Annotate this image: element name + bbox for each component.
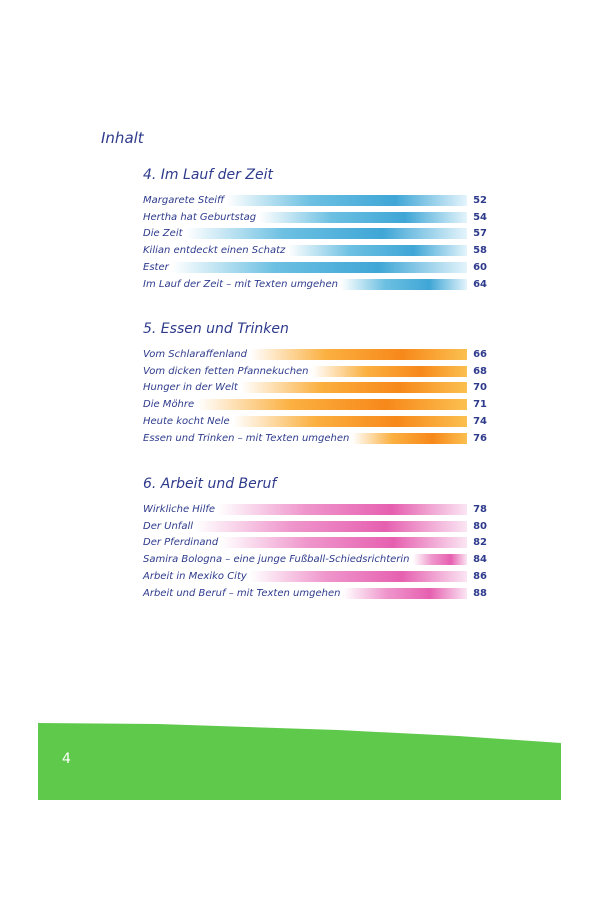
entry-page: 58 [473, 245, 487, 257]
entry-title: Hunger in der Welt [143, 382, 238, 394]
color-bar [288, 245, 467, 257]
entry-page: 74 [473, 416, 487, 428]
toc-entry[interactable]: Arbeit in Mexiko City 86 [143, 568, 487, 585]
entry-title: Heute kocht Nele [143, 416, 230, 428]
entry-page: 88 [473, 587, 487, 599]
color-bar [259, 211, 467, 223]
toc-entry[interactable]: Vom Schlaraffenland 66 [143, 346, 487, 363]
toc-entry[interactable]: Die Möhre 71 [143, 396, 487, 413]
color-bar [221, 537, 467, 549]
entry-title: Der Pferdinand [143, 537, 219, 549]
color-bar [311, 365, 467, 377]
entry-title: Margarete Steiff [143, 194, 225, 206]
toc-entry[interactable]: Ester 60 [143, 259, 487, 276]
entry-title: Kilian entdeckt einen Schatz [143, 245, 286, 257]
toc-entry[interactable]: Wirkliche Hilfe 78 [143, 501, 487, 518]
entry-page: 86 [473, 571, 487, 583]
green-footer-band [38, 723, 561, 800]
entry-title: Wirkliche Hilfe [143, 503, 216, 515]
section-heading: 6. Arbeit und Beruf [143, 476, 277, 492]
toc-entry[interactable]: Hunger in der Welt 70 [143, 380, 487, 397]
color-bar [227, 194, 467, 206]
entry-title: Die Zeit [143, 228, 183, 240]
entry-title: Vom Schlaraffenland [143, 348, 247, 360]
color-bar [412, 554, 467, 566]
entry-page: 57 [473, 228, 487, 240]
toc-entry[interactable]: Margarete Steiff 52 [143, 192, 487, 209]
entry-page: 70 [473, 382, 487, 394]
toc-entry[interactable]: Der Unfall 80 [143, 518, 487, 535]
entry-title: Ester [143, 262, 169, 274]
entry-title: Samira Bologna – eine junge Fußball-Schi… [143, 554, 410, 566]
toc-entry[interactable]: Im Lauf der Zeit – mit Texten umgehen 64 [143, 276, 487, 293]
color-bar [232, 416, 467, 428]
color-bar [171, 262, 467, 274]
color-bar [249, 571, 467, 583]
entry-page: 64 [473, 278, 487, 290]
entry-page: 80 [473, 520, 487, 532]
entry-title: Im Lauf der Zeit – mit Texten umgehen [143, 278, 339, 290]
toc-entry[interactable]: Arbeit und Beruf – mit Texten umgehen 88 [143, 585, 487, 602]
color-bar [196, 520, 467, 532]
section-im-lauf-der-zeit: 4. Im Lauf der Zeit Margarete Steiff 52 Her… [143, 167, 487, 293]
entry-title: Arbeit und Beruf – mit Texten umgehen [143, 587, 341, 599]
entry-page: 84 [473, 554, 487, 566]
entry-page: 52 [473, 194, 487, 206]
entry-title: Der Unfall [143, 520, 194, 532]
section-essen-und-trinken: 5. Essen und Trinken Vom Schlaraffenland 6… [143, 321, 487, 447]
color-bar [352, 432, 467, 444]
entry-page: 71 [473, 399, 487, 411]
toc-title: Inhalt [101, 129, 144, 147]
section-arbeit-und-beruf: 6. Arbeit und Beruf Wirkliche Hilfe 78 Der … [143, 476, 487, 602]
color-bar [249, 348, 467, 360]
section-heading: 4. Im Lauf der Zeit [143, 167, 273, 183]
toc-entry[interactable]: Der Pferdinand 82 [143, 535, 487, 552]
color-bar [240, 382, 467, 394]
entry-page: 54 [473, 211, 487, 223]
entry-page: 82 [473, 537, 487, 549]
section-heading: 5. Essen und Trinken [143, 321, 289, 337]
toc-entry[interactable]: Samira Bologna – eine junge Fußball-Schi… [143, 551, 487, 568]
color-bar [185, 228, 467, 240]
entry-title: Die Möhre [143, 399, 195, 411]
toc-entry[interactable]: Hertha hat Geburtstag 54 [143, 209, 487, 226]
entry-page: 76 [473, 432, 487, 444]
entry-title: Essen und Trinken – mit Texten umgehen [143, 432, 350, 444]
color-bar [343, 587, 467, 599]
toc-entry[interactable]: Essen und Trinken – mit Texten umgehen 76 [143, 430, 487, 447]
entry-page: 78 [473, 503, 487, 515]
color-bar [341, 278, 467, 290]
color-bar [197, 399, 467, 411]
entry-title: Arbeit in Mexiko City [143, 571, 247, 583]
color-bar [218, 503, 467, 515]
entry-page: 60 [473, 262, 487, 274]
entry-page: 66 [473, 348, 487, 360]
page-number: 4 [62, 751, 71, 767]
toc-entry[interactable]: Heute kocht Nele 74 [143, 413, 487, 430]
entry-title: Vom dicken fetten Pfannekuchen [143, 365, 309, 377]
entry-page: 68 [473, 365, 487, 377]
toc-entry[interactable]: Vom dicken fetten Pfannekuchen 68 [143, 363, 487, 380]
toc-entry[interactable]: Kilian entdeckt einen Schatz 58 [143, 242, 487, 259]
entry-title: Hertha hat Geburtstag [143, 211, 257, 223]
toc-entry[interactable]: Die Zeit 57 [143, 226, 487, 243]
